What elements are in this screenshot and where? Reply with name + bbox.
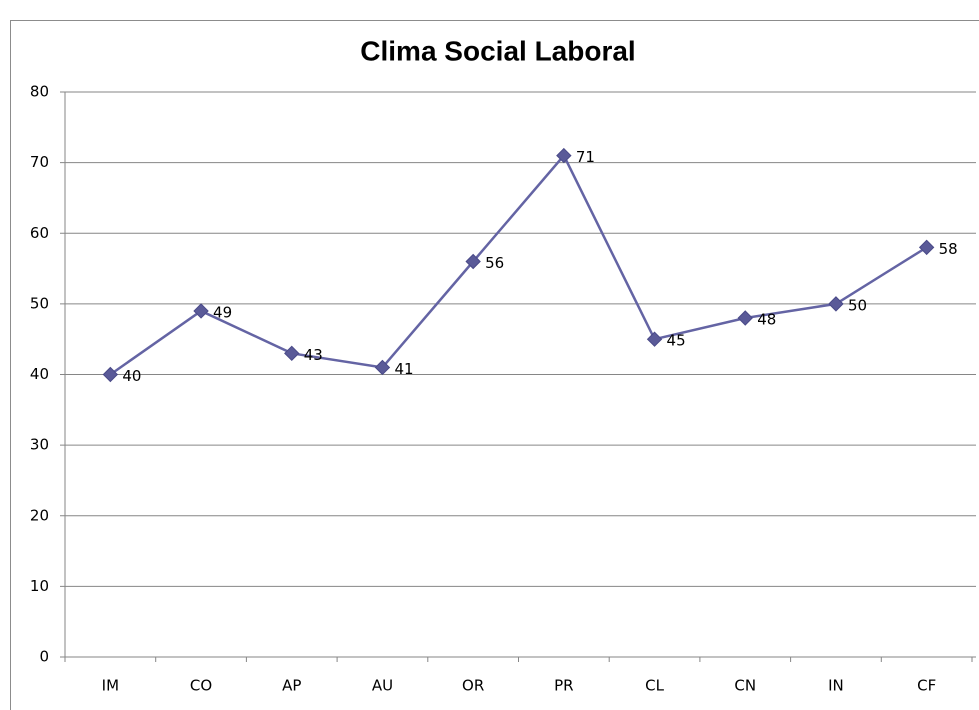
data-point	[193, 303, 209, 319]
series-line	[109, 153, 928, 376]
data-point	[374, 359, 391, 376]
data-point	[737, 310, 753, 326]
data-label: 71	[576, 148, 595, 166]
data-label: 41	[394, 360, 413, 378]
data-point	[102, 366, 119, 383]
data-label: 50	[848, 296, 867, 314]
chart-border	[10, 20, 979, 710]
x-tick-label: CO	[190, 677, 212, 695]
data-point	[465, 253, 481, 270]
data-label: 43	[304, 346, 323, 364]
data-label: 56	[485, 254, 504, 272]
data-point	[828, 296, 844, 312]
x-tick-label: CL	[645, 677, 664, 695]
y-tick-label: 80	[30, 83, 49, 101]
x-tick-label: IN	[828, 677, 844, 695]
data-label: 45	[667, 332, 686, 350]
y-tick-label: 20	[30, 506, 49, 524]
x-tick-label: CN	[734, 677, 756, 695]
data-point	[646, 331, 663, 347]
data-label: 58	[939, 240, 958, 258]
data-point	[284, 345, 300, 362]
data-label: 48	[757, 311, 776, 329]
x-tick-label: IM	[102, 677, 119, 695]
data-point	[918, 239, 935, 256]
data-label: 40	[122, 367, 141, 385]
y-tick-label: 10	[30, 577, 49, 595]
data-label: 49	[213, 303, 232, 321]
y-tick-label: 0	[39, 648, 49, 666]
y-tick-label: 70	[30, 153, 49, 171]
y-tick-label: 50	[30, 294, 49, 312]
y-tick-label: 30	[30, 436, 49, 454]
y-tick-label: 40	[30, 365, 49, 383]
x-tick-label: AP	[282, 677, 301, 695]
y-tick-label: 60	[30, 224, 49, 242]
x-tick-label: OR	[462, 677, 484, 695]
x-tick-label: PR	[554, 677, 573, 695]
x-tick-label: AU	[372, 677, 393, 695]
x-tick-label: CF	[917, 677, 936, 695]
data-point	[556, 147, 572, 164]
chart-title: Clima Social Laboral	[360, 35, 635, 66]
